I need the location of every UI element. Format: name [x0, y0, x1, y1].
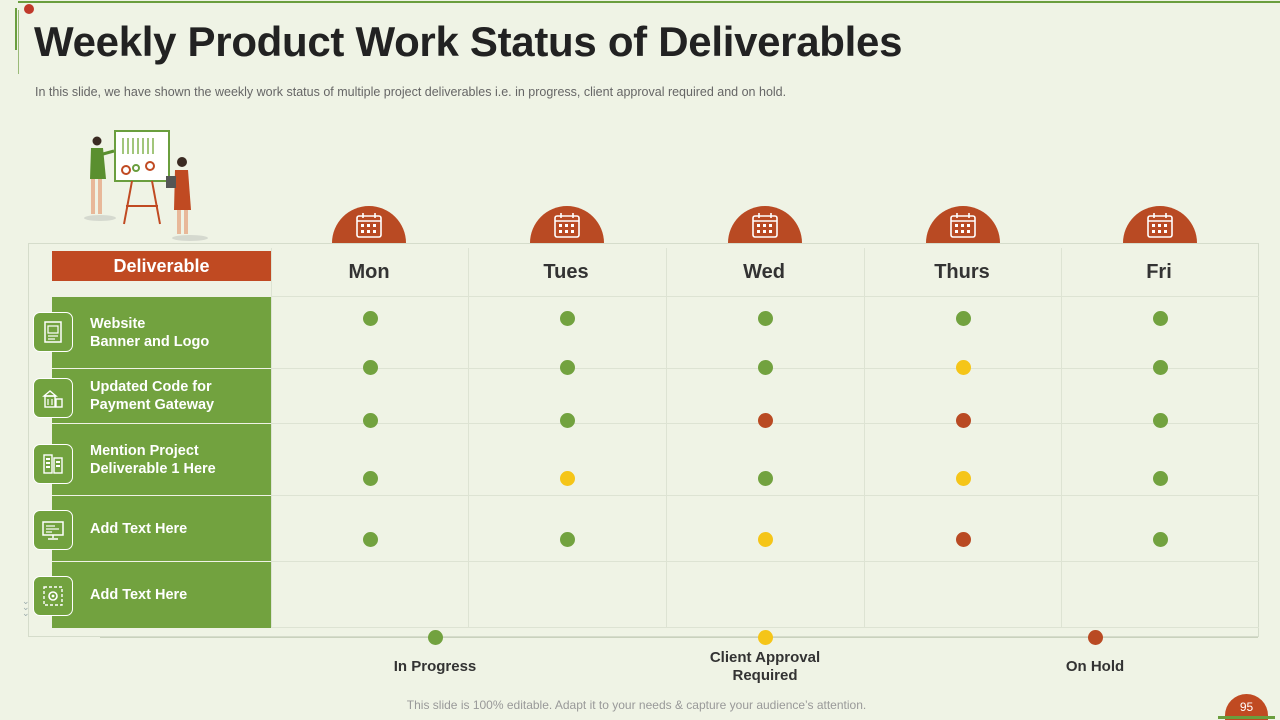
status-dot-on-hold	[757, 412, 773, 428]
status-dot-in-progress	[757, 310, 773, 326]
status-dot-in-progress	[362, 531, 378, 547]
slide-title: Weekly Product Work Status of Deliverabl…	[34, 18, 903, 65]
status-dot-in-progress	[1152, 412, 1168, 428]
deliverable-label: Add Text Here	[90, 520, 188, 537]
title-accent-bar	[15, 8, 17, 50]
status-dot-in-progress	[1152, 470, 1168, 486]
legend-dot-in-progress	[428, 630, 443, 645]
tues-column	[468, 248, 665, 628]
calendar-icon	[950, 213, 976, 238]
scroll-chevron-icon: ⌄ ⌄ ⌄	[22, 596, 30, 618]
day-header-mon: Mon	[348, 260, 390, 283]
status-dot-in-progress	[362, 359, 378, 375]
deliverable-row: Updated Code for Payment Gateway	[52, 369, 271, 423]
monitor-icon	[33, 510, 73, 550]
day-header-wed: Wed	[743, 260, 785, 283]
calendar-badge-wed	[728, 206, 802, 243]
status-dot-client-approval	[955, 470, 971, 486]
page-number-underline	[1218, 716, 1275, 719]
calendar-icon	[554, 213, 580, 238]
legend-label-on-hold: On Hold	[1065, 658, 1125, 675]
calendar-badge-thurs	[926, 206, 1000, 243]
settings-document-icon	[33, 576, 73, 616]
row-divider	[271, 627, 1259, 628]
status-dot-in-progress	[955, 310, 971, 326]
row-divider	[271, 495, 1259, 496]
deliverable-header: Deliverable	[52, 251, 271, 281]
document-grid-icon	[33, 444, 73, 484]
fri-column	[1061, 248, 1258, 628]
legend-dot-on-hold	[1088, 630, 1103, 645]
deliverable-label: Website Banner and Logo	[90, 315, 210, 350]
deliverable-label: Add Text Here	[90, 587, 188, 603]
deliverable-row: Website Banner and Logo	[52, 297, 271, 368]
presentation-illustration-icon	[84, 130, 208, 241]
calendar-icon	[752, 213, 778, 238]
status-dot-in-progress	[757, 470, 773, 486]
status-table-frame	[28, 243, 1259, 637]
legend-label-client-approval: Client Approval Required	[709, 649, 821, 684]
status-dot-in-progress	[362, 412, 378, 428]
status-dot-in-progress	[559, 310, 575, 326]
day-header-thurs: Thurs	[934, 260, 990, 283]
mon-column	[271, 248, 468, 628]
status-dot-in-progress	[559, 412, 575, 428]
status-dot-in-progress	[1152, 310, 1168, 326]
legend-line	[100, 637, 1258, 638]
status-dot-on-hold	[955, 412, 971, 428]
status-dot-client-approval	[757, 531, 773, 547]
status-dot-in-progress	[1152, 531, 1168, 547]
deliverable-row: Add Text Here	[52, 496, 271, 561]
deliverable-label: Mention Project Deliverable 1 Here	[90, 442, 216, 477]
wed-column	[666, 248, 863, 628]
calendar-badge-tues	[530, 206, 604, 243]
slide-subtitle: In this slide, we have shown the weekly …	[35, 85, 787, 99]
slide-footer: This slide is 100% editable. Adapt it to…	[406, 698, 867, 712]
thurs-column	[864, 248, 1061, 628]
status-dot-on-hold	[955, 531, 971, 547]
status-dot-in-progress	[362, 310, 378, 326]
status-dot-client-approval	[955, 359, 971, 375]
banner-icon	[33, 312, 73, 352]
calendar-badge-mon	[332, 206, 406, 243]
status-dot-in-progress	[757, 359, 773, 375]
status-dot-in-progress	[1152, 359, 1168, 375]
day-header-tues: Tues	[543, 260, 589, 283]
deliverable-label: Updated Code for Payment Gateway	[90, 379, 215, 413]
status-dot-client-approval	[559, 470, 575, 486]
row-divider	[271, 296, 1259, 297]
status-dot-in-progress	[559, 359, 575, 375]
status-dot-in-progress	[362, 470, 378, 486]
red-corner-dot	[24, 4, 34, 14]
row-divider	[271, 561, 1259, 562]
legend-label-in-progress: In Progress	[393, 658, 477, 675]
legend-dot-client-approval	[758, 630, 773, 645]
status-dot-in-progress	[559, 531, 575, 547]
title-accent-bar-thin	[18, 10, 19, 74]
calendar-icon	[356, 213, 382, 238]
building-icon	[33, 378, 73, 418]
calendar-badge-fri	[1123, 206, 1197, 243]
calendar-icon	[1147, 213, 1173, 238]
deliverable-row: Add Text Here	[52, 562, 271, 628]
day-header-fri: Fri	[1146, 260, 1172, 283]
deliverable-row: Mention Project Deliverable 1 Here	[52, 424, 271, 495]
top-accent-line	[18, 1, 1280, 3]
